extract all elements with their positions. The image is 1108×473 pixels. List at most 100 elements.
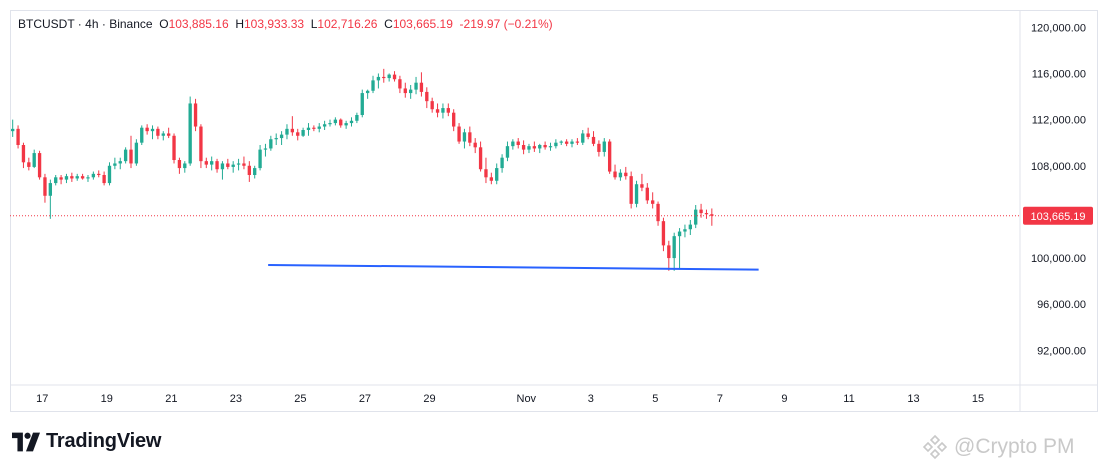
legend-open-label: O bbox=[159, 17, 169, 31]
candles-layer bbox=[11, 68, 714, 271]
candle-body bbox=[548, 146, 553, 148]
candle-body bbox=[258, 149, 262, 169]
candle-body bbox=[656, 203, 660, 222]
binance-square-icon bbox=[922, 434, 948, 460]
candle-body bbox=[602, 141, 606, 152]
candle-body bbox=[161, 133, 165, 136]
candle-body bbox=[231, 164, 235, 167]
time-tick-label: 7 bbox=[717, 393, 723, 405]
legend-change: -219.97 (−0.21%) bbox=[459, 17, 553, 31]
candle-body bbox=[462, 132, 467, 142]
candle-body bbox=[408, 89, 413, 94]
candle-body bbox=[134, 142, 139, 164]
candle-body bbox=[312, 127, 316, 129]
candle-body bbox=[371, 80, 375, 91]
candle-body bbox=[688, 224, 692, 230]
candle-body bbox=[570, 141, 574, 144]
legend-close-value: 103,665.19 bbox=[392, 17, 453, 31]
candle-body bbox=[661, 221, 666, 246]
candle-body bbox=[613, 171, 617, 178]
candle-body bbox=[505, 146, 510, 158]
candle-body bbox=[365, 90, 370, 94]
symbol-legend[interactable]: BTCUSDT · 4h · Binance O103,885.16 H103,… bbox=[18, 17, 553, 31]
candle-body bbox=[188, 103, 192, 164]
candle-body bbox=[414, 82, 418, 90]
candle-body bbox=[387, 74, 391, 79]
candle-body bbox=[247, 165, 251, 175]
time-tick-label: 13 bbox=[907, 393, 919, 405]
candle-body bbox=[290, 128, 295, 133]
candle-body bbox=[618, 172, 623, 178]
candle-body bbox=[102, 175, 106, 184]
price-tick-label: 92,000.00 bbox=[1037, 345, 1086, 357]
candle-body bbox=[64, 176, 69, 180]
tradingview-logo[interactable]: TradingView bbox=[12, 430, 161, 453]
candle-body bbox=[269, 139, 273, 149]
candle-body bbox=[495, 168, 499, 181]
legend-high-label: H bbox=[235, 17, 244, 31]
candle-body bbox=[629, 176, 633, 204]
candle-body bbox=[193, 103, 198, 127]
candle-body bbox=[156, 128, 160, 136]
legend-symbol[interactable]: BTCUSDT bbox=[18, 17, 75, 31]
candle-body bbox=[129, 149, 133, 164]
candle-body bbox=[435, 109, 440, 113]
time-tick-label: 17 bbox=[36, 393, 48, 405]
candle-body bbox=[140, 127, 144, 143]
price-axis[interactable]: 92,000.0096,000.00100,000.00104,000.0010… bbox=[1031, 22, 1086, 357]
watermark: @Crypto PM bbox=[922, 434, 1075, 460]
candle-body bbox=[80, 176, 85, 179]
overlay-layer: 103,665.19 bbox=[10, 206, 1093, 271]
candle-body bbox=[32, 153, 36, 167]
candle-body bbox=[360, 93, 364, 115]
candle-body bbox=[177, 160, 182, 169]
price-tick-label: 120,000.00 bbox=[1031, 22, 1086, 34]
time-axis[interactable]: 17 19 21 23 25 27 29 Nov 3 5 7 9 11 13 15 bbox=[36, 393, 984, 405]
candle-body bbox=[419, 82, 424, 92]
time-tick-label: 5 bbox=[652, 393, 658, 405]
candle-body bbox=[75, 176, 79, 179]
candle-body bbox=[349, 120, 354, 124]
legend-interval[interactable]: 4h bbox=[85, 17, 99, 31]
time-tick-label: 9 bbox=[781, 393, 787, 405]
candle-body bbox=[16, 128, 20, 145]
candle-body bbox=[441, 108, 445, 113]
legend-sep: · bbox=[77, 17, 82, 31]
candle-body bbox=[242, 163, 246, 166]
candle-body bbox=[317, 126, 321, 129]
candle-body bbox=[172, 135, 176, 160]
candle-body bbox=[403, 88, 407, 94]
candle-body bbox=[457, 126, 461, 142]
candle-body bbox=[210, 161, 214, 165]
candle-body bbox=[355, 115, 359, 121]
candle-body bbox=[59, 177, 63, 180]
candle-body bbox=[123, 149, 128, 162]
candle-body bbox=[166, 133, 171, 136]
candle-body bbox=[339, 119, 343, 126]
time-tick-label: 25 bbox=[294, 393, 306, 405]
candle-body bbox=[597, 143, 601, 152]
candle-body bbox=[204, 161, 208, 165]
candle-body bbox=[473, 142, 477, 148]
candle-body bbox=[500, 157, 504, 169]
support-trendline bbox=[268, 264, 759, 271]
candle-body bbox=[322, 124, 327, 127]
candle-body bbox=[468, 132, 472, 143]
candle-body bbox=[699, 209, 703, 214]
legend-close-label: C bbox=[384, 17, 393, 31]
candle-body bbox=[11, 128, 15, 132]
candle-body bbox=[452, 112, 456, 127]
candle-body bbox=[527, 146, 531, 150]
candle-body bbox=[263, 148, 268, 150]
candle-body bbox=[710, 214, 714, 216]
candle-body bbox=[677, 231, 682, 237]
legend-high-value: 103,933.33 bbox=[243, 17, 305, 31]
legend-low-value: 102,716.26 bbox=[317, 17, 378, 31]
time-tick-label: 21 bbox=[165, 393, 177, 405]
candle-body bbox=[392, 74, 397, 80]
candle-body bbox=[430, 101, 434, 110]
chart-frame[interactable] bbox=[10, 10, 1098, 412]
legend-low-label: L bbox=[310, 17, 318, 31]
candle-body bbox=[328, 123, 332, 125]
